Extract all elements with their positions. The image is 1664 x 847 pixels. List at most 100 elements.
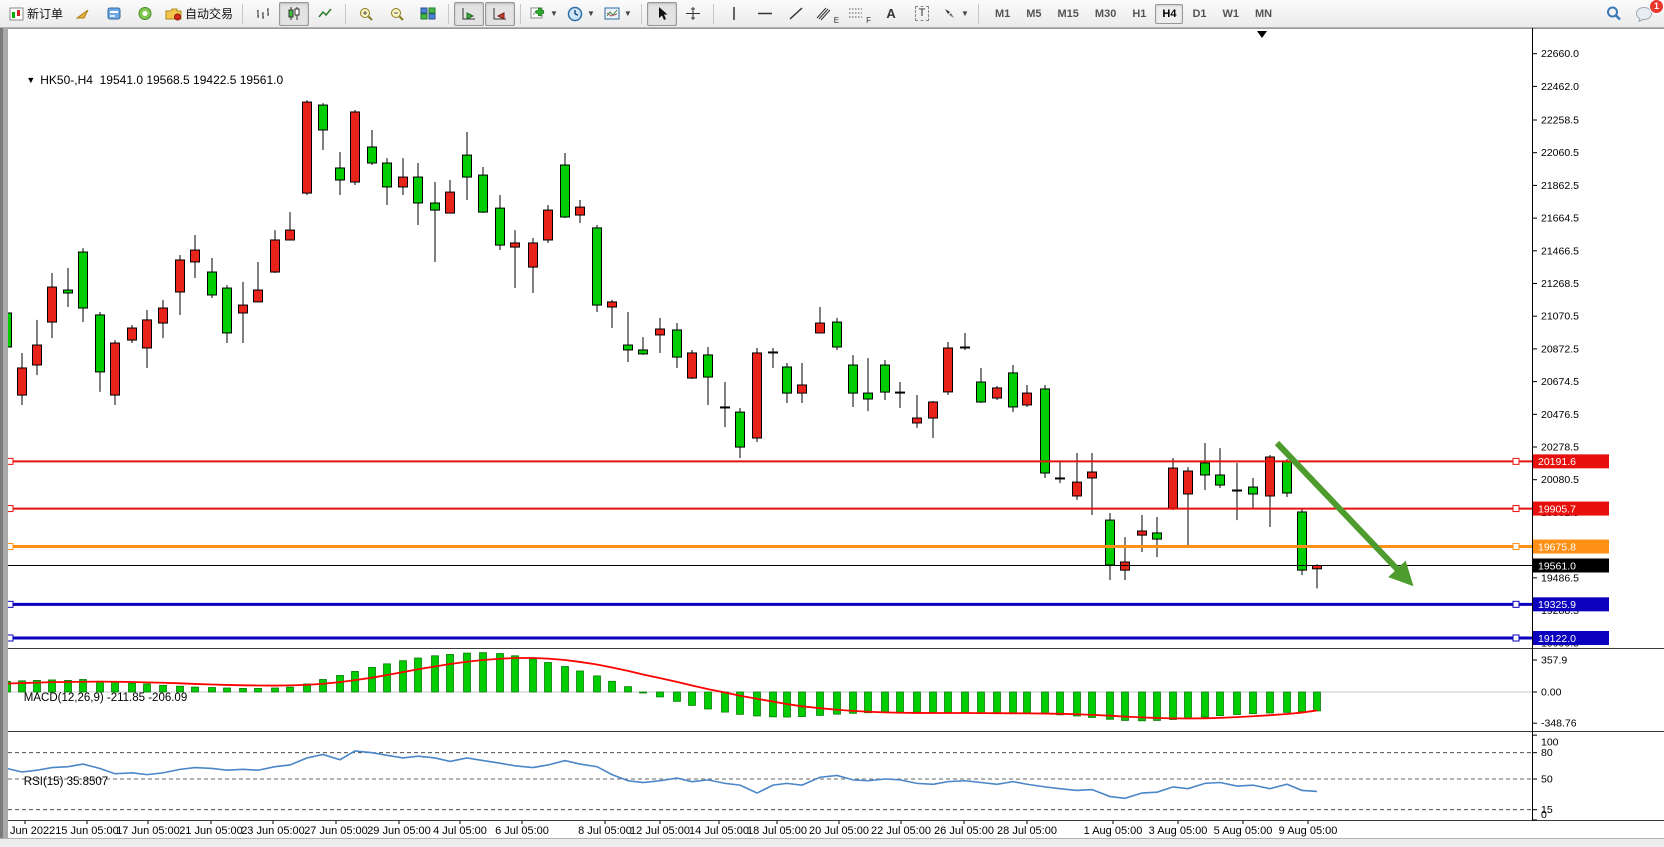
clock-icon [567, 6, 583, 21]
timeframe-button-m15[interactable]: M15 [1057, 7, 1079, 20]
search-icon [1606, 6, 1621, 21]
rsi-indicator-label: RSI(15) 35.8507 [11, 764, 108, 800]
profile-window-icon [107, 7, 121, 20]
sound-icon [138, 7, 152, 20]
channel-tool[interactable]: E [812, 2, 843, 26]
zoom-out-icon [391, 7, 404, 21]
price-axis-badge [1533, 597, 1609, 612]
svg-text:13 Jun 2022: 13 Jun 2022 [0, 825, 55, 837]
svg-text:26 Jul 05:00: 26 Jul 05:00 [934, 825, 994, 837]
svg-text:0: 0 [1541, 809, 1547, 821]
market-watch-button[interactable] [99, 2, 129, 26]
price-axis-badge [1533, 454, 1609, 469]
cursor-arrow-icon [658, 7, 668, 20]
timeframe-button-h1[interactable]: H1 [1132, 7, 1147, 20]
equidistant-channel-icon [816, 7, 831, 21]
line-handle[interactable] [1512, 634, 1520, 642]
timeframe-button-m1[interactable]: M1 [994, 7, 1011, 20]
tile-windows-button[interactable] [413, 2, 443, 26]
timeframe-switcher: M1 M5 M15 M30 H1 H4 D1 W1 MN [988, 3, 1279, 24]
vertical-line-tool[interactable] [719, 2, 749, 26]
cursor-button[interactable] [646, 1, 677, 26]
line-handle[interactable] [1512, 543, 1520, 551]
trendline-tool[interactable] [781, 2, 811, 26]
line-handle[interactable] [1512, 505, 1520, 513]
toolbar-separator [448, 3, 450, 24]
chevron-down-icon: ▼ [961, 9, 969, 18]
chart-title: ▼ HK50-,H4 19541.0 19568.5 19422.5 19561.… [13, 59, 283, 101]
svg-text:8 Jul 05:00: 8 Jul 05:00 [578, 825, 632, 837]
svg-text:19486.5: 19486.5 [1541, 572, 1579, 584]
zoom-in-button[interactable] [351, 2, 381, 26]
timeframe-button-m5[interactable]: M5 [1026, 7, 1042, 20]
svg-text:20191.6: 20191.6 [1538, 456, 1576, 468]
arrows-tool[interactable]: ▼ [938, 2, 973, 26]
svg-text:27 Jun 05:00: 27 Jun 05:00 [304, 825, 368, 837]
candlestick-chart-button[interactable] [279, 1, 310, 26]
search-button[interactable] [1598, 2, 1628, 26]
notification-count-badge: 1 [1649, 0, 1664, 14]
main-toolbar: 新订单 自动交易 ▼ ▼ [0, 0, 1664, 28]
candlestick-chart-icon [288, 7, 300, 20]
channel-letter: E [833, 15, 840, 25]
auto-scroll-button[interactable] [454, 1, 485, 26]
svg-text:0.00: 0.00 [1541, 687, 1562, 699]
svg-text:12 Jul 05:00: 12 Jul 05:00 [630, 825, 690, 837]
text-tool-icon: A [886, 6, 896, 21]
svg-text:19325.9: 19325.9 [1538, 599, 1576, 611]
toolbar-separator [242, 3, 244, 24]
svg-text:20080.5: 20080.5 [1541, 474, 1579, 486]
svg-text:357.9: 357.9 [1541, 654, 1567, 666]
svg-text:3 Aug 05:00: 3 Aug 05:00 [1149, 825, 1208, 837]
line-chart-icon [318, 8, 332, 18]
toolbar-separator [345, 3, 347, 24]
svg-text:21268.5: 21268.5 [1541, 278, 1579, 290]
fibonacci-tool[interactable]: F [844, 2, 875, 26]
templates-button[interactable]: ▼ [600, 2, 636, 26]
svg-text:20674.5: 20674.5 [1541, 376, 1579, 388]
svg-text:19561.0: 19561.0 [1538, 560, 1576, 572]
svg-text:29 Jun 05:00: 29 Jun 05:00 [367, 825, 431, 837]
line-handle[interactable] [1512, 457, 1520, 465]
price-axis-badge [1533, 558, 1609, 573]
ohlc-values: 19541.0 19568.5 19422.5 19561.0 [99, 73, 284, 87]
new-order-button[interactable]: 新订单 [5, 2, 67, 26]
timeframe-button-d1[interactable]: D1 [1192, 7, 1207, 20]
notifications-button[interactable]: 1 [1629, 0, 1664, 26]
price-axis-badge [1533, 630, 1609, 645]
svg-text:22060.5: 22060.5 [1541, 147, 1579, 159]
line-chart-button[interactable] [310, 2, 340, 26]
chart-canvas[interactable]: 22660.0 22462.0 22258.5 22060.5 21862.5 21664… [0, 28, 1664, 846]
svg-text:19675.8: 19675.8 [1538, 541, 1576, 553]
periods-button[interactable]: ▼ [563, 2, 599, 26]
text-label-tool[interactable]: T [907, 2, 937, 26]
line-handle[interactable] [1512, 600, 1520, 608]
trendline-icon [789, 7, 803, 20]
cursor-mode-button[interactable] [68, 2, 98, 26]
svg-text:21862.5: 21862.5 [1541, 180, 1579, 192]
toolbar-separator [640, 3, 642, 24]
trend-arrow-object[interactable] [1274, 440, 1414, 587]
auto-trading-button[interactable]: 自动交易 [161, 2, 237, 26]
timeframe-button-mn[interactable]: MN [1255, 7, 1273, 20]
text-tool[interactable]: A [876, 2, 906, 26]
crosshair-button[interactable] [678, 2, 708, 26]
zoom-out-button[interactable] [382, 2, 412, 26]
timeframe-button-m30[interactable]: M30 [1094, 7, 1117, 20]
svg-text:19905.7: 19905.7 [1538, 503, 1576, 515]
timeframe-button-w1[interactable]: W1 [1222, 7, 1240, 20]
sound-button[interactable] [130, 2, 160, 26]
auto-trading-label: 自动交易 [185, 7, 234, 21]
svg-text:21664.5: 21664.5 [1541, 213, 1579, 225]
toolbar-separator [520, 3, 522, 24]
chart-end-marker [1257, 31, 1267, 38]
toolbar-separator [712, 3, 714, 24]
svg-text:22258.5: 22258.5 [1541, 114, 1579, 126]
bar-chart-button[interactable] [248, 2, 278, 26]
text-label-icon: T [914, 6, 930, 21]
macd-values: -211.85 -206.09 [106, 692, 188, 704]
chart-shift-button[interactable] [485, 1, 516, 26]
timeframe-button-h4[interactable]: H4 [1155, 3, 1184, 24]
horizontal-line-tool[interactable] [750, 2, 780, 26]
indicators-button[interactable]: ▼ [526, 2, 562, 26]
